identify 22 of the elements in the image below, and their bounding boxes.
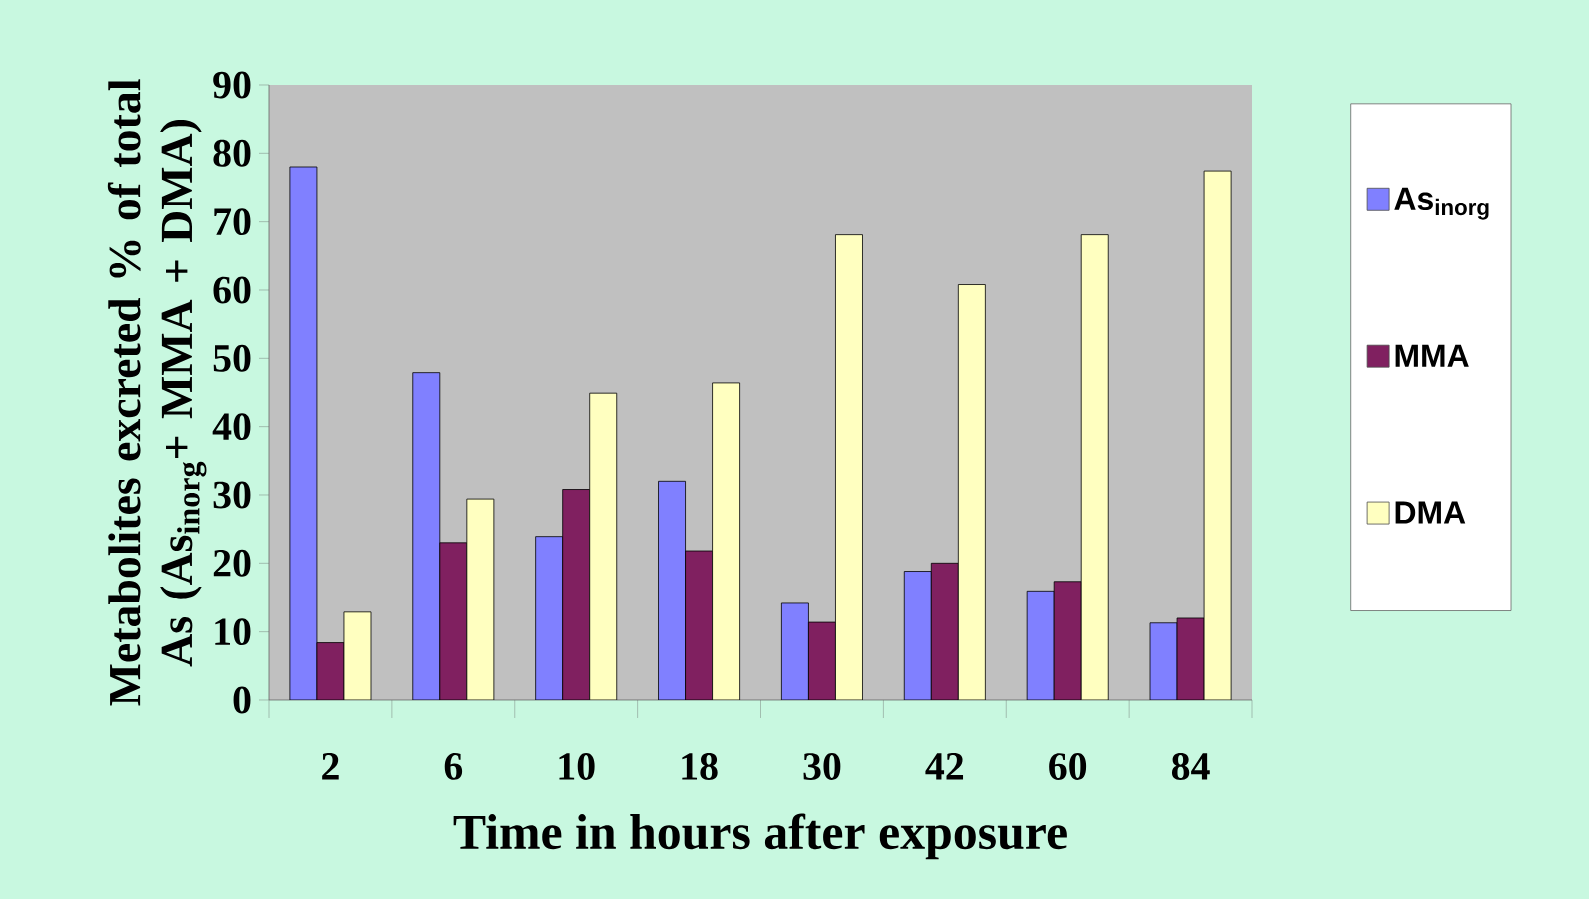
x-tick-label: 30: [803, 753, 841, 780]
y-tick-label: 70: [214, 208, 251, 236]
legend-label: DMA: [1395, 501, 1466, 524]
y-tick-label: 30: [213, 481, 251, 509]
x-axis-title: Time in hours after exposure: [453, 813, 1067, 860]
y-tick-label: 0: [233, 686, 251, 714]
y-tick-label: 90: [213, 71, 251, 99]
legend-label: MMA: [1395, 344, 1469, 367]
y-tick-label: 40: [212, 413, 251, 441]
y-tick-label: 50: [213, 344, 251, 372]
x-tick-label: 60: [1049, 753, 1087, 780]
x-tick-label: 18: [682, 753, 718, 780]
y-tick-label: 20: [213, 549, 251, 577]
x-tick-label: 2: [322, 753, 339, 780]
x-tick-label: 84: [1171, 753, 1210, 780]
x-tick-label: 10: [559, 753, 595, 780]
x-tick-label: 42: [925, 753, 964, 780]
y-tick-label: 80: [213, 139, 251, 167]
legend-label: As$_{inorg}$: [1394, 187, 1489, 220]
x-tick-label: 6: [444, 753, 463, 780]
y-tick-label: 10: [215, 618, 251, 646]
y-tick-label: 60: [213, 276, 251, 304]
